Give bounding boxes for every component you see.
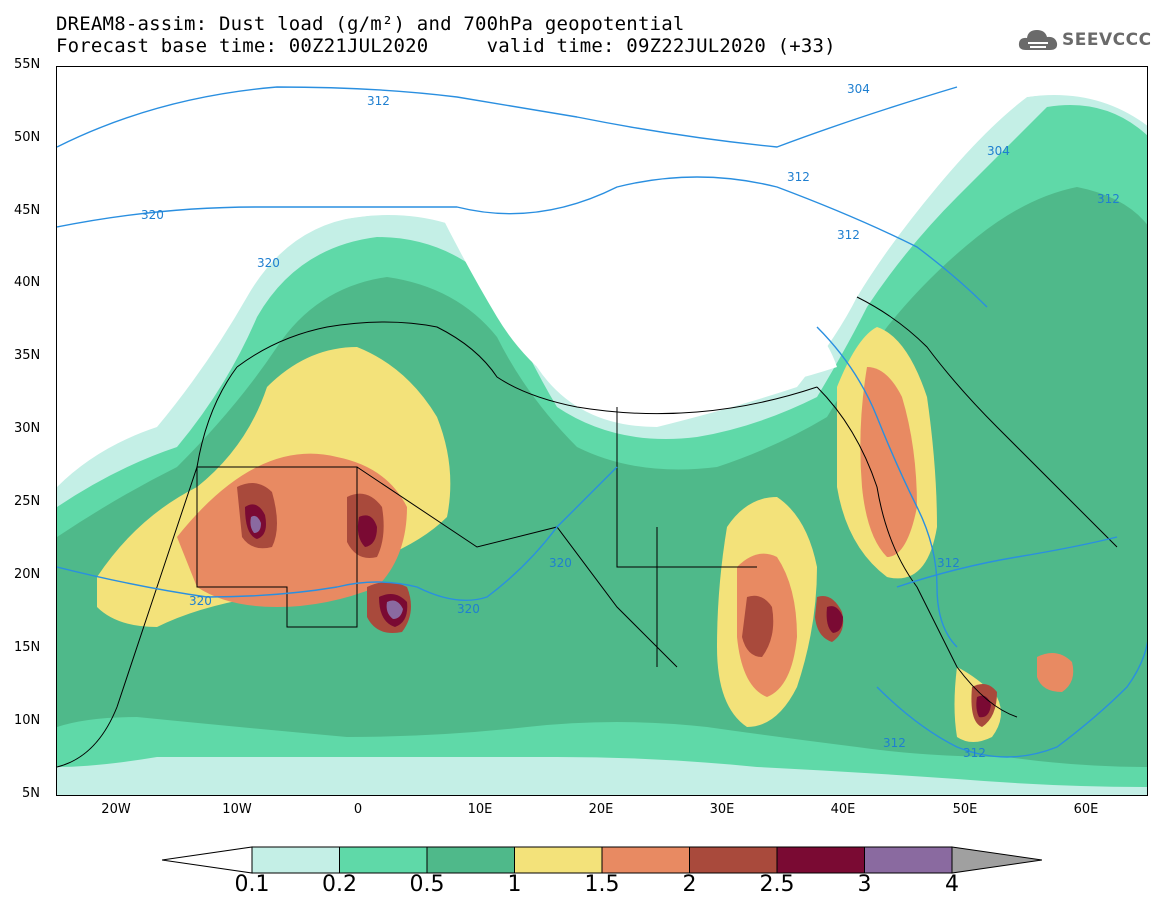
lon-label: 30E [709,802,735,817]
lon-label: 10W [222,802,252,817]
seevccc-logo: SEEVCCC [1018,24,1158,58]
colorbar-label: 0.2 [322,872,357,897]
lat-label: 40N [14,275,41,290]
lat-label: 5N [22,786,40,801]
colorbar-label: 2 [682,872,697,897]
lon-label: 40E [830,802,856,817]
geopotential-contours [57,86,1147,758]
colorbar-label: 1 [507,872,522,897]
lat-label: 25N [14,494,41,509]
logo-text: SEEVCCC [1062,30,1152,50]
contour-label: 304 [847,82,870,96]
contour-label: 304 [987,144,1010,158]
lat-label: 45N [14,203,41,218]
colorbar-swatch [776,846,865,874]
colorbar-swatch [251,846,340,874]
contour-label: 312 [367,94,390,108]
colorbar-swatch [426,846,515,874]
chart-title: DREAM8-assim: Dust load (g/m²) and 700hP… [56,13,685,35]
colorbar-label: 3 [857,872,872,897]
contour-label: 320 [457,602,480,616]
contour-labels: 312 304 304 312 312 320 320 320 320 320 … [141,82,1120,760]
colorbar [162,846,1042,874]
colorbar-label: 4 [945,872,959,897]
lat-label: 30N [14,421,41,436]
colorbar-label: 1.5 [584,872,620,897]
lat-label: 50N [14,130,41,145]
lat-label: 20N [14,567,41,582]
lat-label: 55N [14,57,41,72]
colorbar-over-triangle [951,846,1042,874]
colorbar-label: 0.5 [409,872,445,897]
contour-label: 312 [837,228,860,242]
colorbar-swatch [339,846,428,874]
forecast-time-subtitle: Forecast base time: 00Z21JUL2020 valid t… [56,35,836,57]
lon-label: 20E [588,802,614,817]
contour-label: 312 [1097,192,1120,206]
contour-label: 312 [937,556,960,570]
contour-label: 320 [141,208,164,222]
lon-label: 50E [952,802,978,817]
lon-label: 0 [353,802,363,817]
lon-label: 20W [101,802,131,817]
lon-label: 10E [467,802,493,817]
contour-label: 312 [883,736,906,750]
colorbar-swatch [864,846,953,874]
sea-layer [57,67,1147,402]
contour-label: 312 [787,170,810,184]
map-panel: 312 304 304 312 312 320 320 320 320 320 … [56,66,1148,796]
colorbar-swatch [601,846,690,874]
contour-label: 320 [257,256,280,270]
contour-label: 320 [549,556,572,570]
lat-label: 35N [14,348,41,363]
colorbar-under-triangle [162,846,253,874]
lat-label: 10N [14,713,41,728]
contour-label: 320 [189,594,212,608]
contour-label: 312 [963,746,986,760]
colorbar-swatch [689,846,778,874]
dust-load-layer [57,95,1147,795]
colorbar-label: 2.5 [759,872,795,897]
colorbar-swatch [514,846,603,874]
colorbar-label: 0.1 [234,872,270,897]
lon-label: 60E [1073,802,1099,817]
cloud-icon [1018,30,1058,50]
dust-map: 312 304 304 312 312 320 320 320 320 320 … [57,67,1147,795]
lat-label: 15N [14,640,41,655]
